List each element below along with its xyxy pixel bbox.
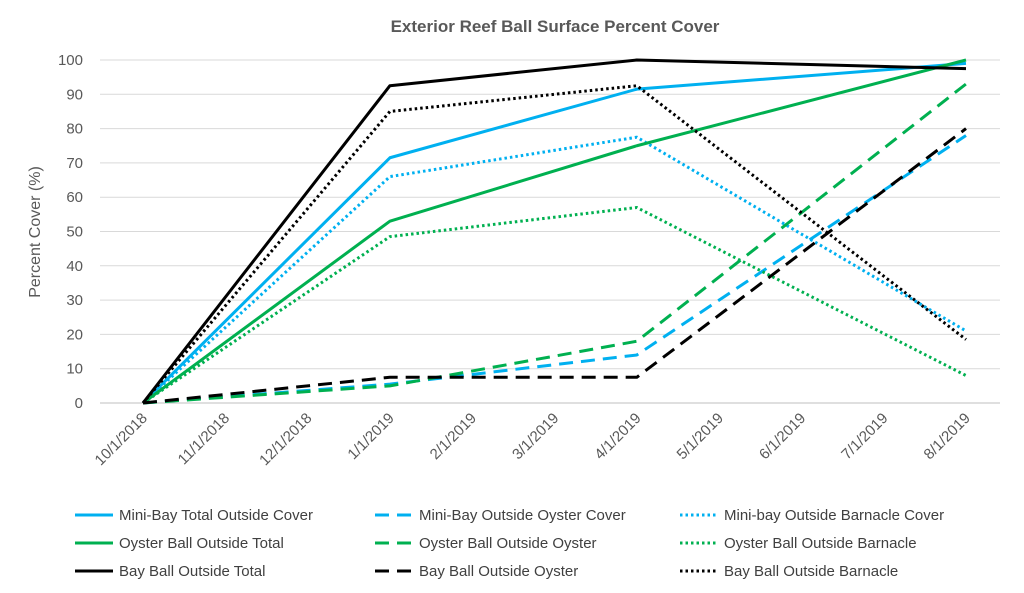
- series-line-8: [141, 84, 967, 404]
- series-line-6: [141, 58, 967, 404]
- legend-label: Oyster Ball Outside Oyster: [419, 535, 597, 552]
- y-tick-label: 0: [75, 395, 83, 412]
- y-tick-label: 80: [66, 121, 83, 138]
- y-tick-label: 30: [66, 292, 83, 309]
- series-line-5: [142, 205, 967, 405]
- x-tick-label: 5/1/2019: [674, 410, 727, 463]
- legend-label: Bay Ball Outside Oyster: [419, 563, 578, 580]
- legend-label: Bay Ball Outside Total: [119, 563, 265, 580]
- x-tick-label: 6/1/2019: [756, 410, 809, 463]
- y-tick-label: 10: [66, 361, 83, 378]
- series-line-0: [141, 61, 967, 405]
- y-tick-label: 60: [66, 189, 83, 206]
- legend-label: Bay Ball Outside Barnacle: [724, 563, 898, 580]
- y-tick-label: 20: [66, 326, 83, 343]
- legend-label: Mini-Bay Total Outside Cover: [119, 507, 313, 524]
- y-tick-label: 50: [66, 224, 83, 241]
- y-tick-label: 100: [58, 52, 83, 69]
- x-tick-label: 8/1/2019: [921, 410, 974, 463]
- series-line-3: [142, 58, 967, 405]
- legend-label: Mini-bay Outside Barnacle Cover: [724, 507, 944, 524]
- x-tick-label: 12/1/2018: [256, 410, 315, 469]
- x-tick-label: 10/1/2018: [92, 410, 151, 469]
- x-tick-label: 2/1/2019: [427, 410, 480, 463]
- x-tick-label: 3/1/2019: [509, 410, 562, 463]
- legend-label: Mini-Bay Outside Oyster Cover: [419, 507, 626, 524]
- series-line-2: [141, 135, 967, 405]
- y-tick-label: 90: [66, 86, 83, 103]
- x-tick-label: 4/1/2019: [591, 410, 644, 463]
- chart-title: Exterior Reef Ball Surface Percent Cover: [391, 17, 720, 36]
- y-tick-label: 40: [66, 258, 83, 275]
- y-axis-label: Percent Cover (%): [27, 166, 44, 298]
- x-tick-label: 1/1/2019: [344, 410, 397, 463]
- x-tick-label: 11/1/2018: [175, 410, 233, 468]
- legend-label: Oyster Ball Outside Total: [119, 535, 284, 552]
- x-tick-label: 7/1/2019: [838, 410, 891, 463]
- series-line-1: [142, 134, 967, 405]
- legend-label: Oyster Ball Outside Barnacle: [724, 535, 917, 552]
- y-tick-label: 70: [66, 155, 83, 172]
